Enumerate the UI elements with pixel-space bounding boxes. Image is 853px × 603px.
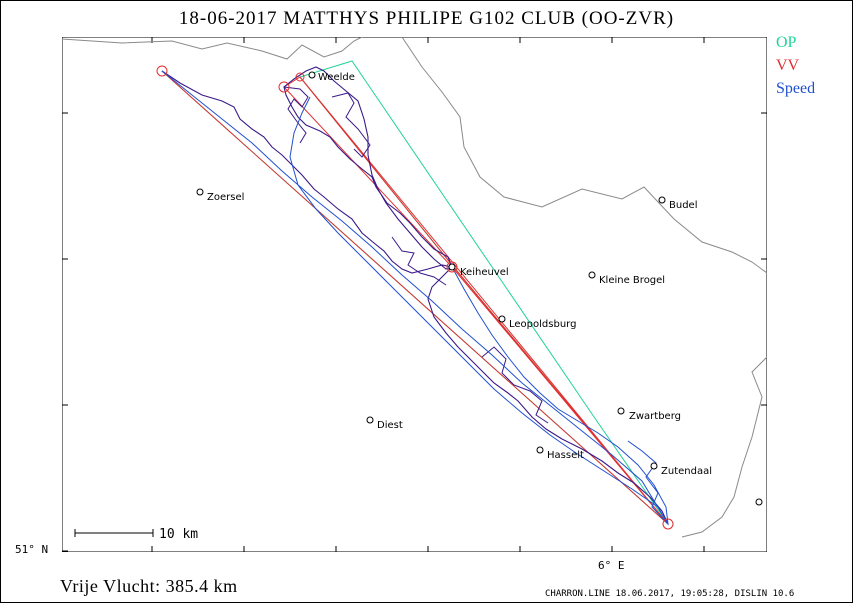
place-label-leopoldsburg: Leopoldsburg <box>509 319 576 330</box>
turnpoint-markers <box>156 65 674 530</box>
place-marker-weelde <box>308 71 316 79</box>
footer-credit: CHARRON.LINE 18.06.2017, 19:05:28, DISLI… <box>545 589 795 599</box>
place-label-weelde: Weelde <box>318 72 355 83</box>
place-marker-offmap <box>755 498 763 506</box>
place-marker-budel <box>658 196 666 204</box>
place-marker-diest <box>366 416 374 424</box>
chart-title: 18-06-2017 MATTHYS PHILIPE G102 CLUB (OO… <box>178 8 675 29</box>
legend-speed: Speed <box>776 80 816 97</box>
place-label-keiheuvel: Keiheuvel <box>460 267 509 278</box>
place-marker-zwartberg <box>617 407 625 415</box>
flight-track <box>161 66 669 525</box>
legend-op: OP <box>776 34 797 51</box>
place-label-zutendaal: Zutendaal <box>661 466 712 477</box>
scale-label: 10 km <box>159 527 198 542</box>
place-marker-hasselt <box>536 446 544 454</box>
place-label-kleine-brogel: Kleine Brogel <box>599 275 665 286</box>
place-marker-leopoldsburg <box>498 315 506 323</box>
flight-track-loops <box>283 86 549 424</box>
place-label-zoersel: Zoersel <box>207 192 244 203</box>
bottom-ticks <box>151 37 705 552</box>
place-marker-keiheuvel <box>448 263 456 271</box>
place-marker-zoersel <box>196 188 204 196</box>
latitude-label: 51° N <box>15 543 49 556</box>
longitude-label: 6° E <box>598 559 625 572</box>
distance-summary: Vrije Vlucht: 385.4 km <box>60 576 238 596</box>
place-marker-kleine-brogel <box>588 271 596 279</box>
place-label-hasselt: Hasselt <box>547 450 584 461</box>
place-markers <box>196 71 763 506</box>
legend-vv: VV <box>776 57 800 74</box>
place-label-zwartberg: Zwartberg <box>629 411 681 422</box>
map-frame <box>62 37 767 552</box>
place-marker-zutendaal <box>650 462 658 470</box>
left-ticks <box>62 112 767 552</box>
place-label-diest: Diest <box>377 420 403 431</box>
scale-bar <box>74 529 154 537</box>
country-border <box>62 37 767 538</box>
place-label-budel: Budel <box>669 200 697 211</box>
speed-track <box>161 70 669 526</box>
flight-map: Weelde Zoersel Budel Kleine Brogel Leopo… <box>62 37 767 552</box>
